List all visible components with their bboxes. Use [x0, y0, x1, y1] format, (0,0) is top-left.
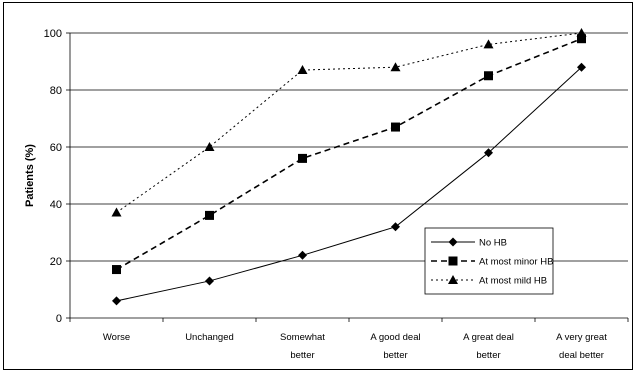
x-tick-label: Somewhat	[280, 332, 325, 343]
chart-frame	[3, 2, 633, 370]
data-point	[112, 296, 121, 306]
data-point	[205, 210, 214, 220]
data-point	[205, 276, 214, 286]
data-point	[483, 39, 494, 49]
x-tick-label: Worse	[103, 332, 130, 343]
y-tick-label: 20	[50, 256, 62, 268]
data-point	[298, 250, 307, 260]
legend-marker	[448, 275, 458, 284]
x-tick-label: Unchanged	[185, 332, 234, 343]
data-point	[484, 71, 493, 81]
series-line-3	[116, 32, 582, 213]
legend-entry: At most mild HB	[479, 276, 547, 287]
x-tick-label: better	[476, 350, 500, 361]
legend-marker	[448, 256, 458, 266]
data-point	[297, 65, 308, 75]
x-tick-label: A great deal	[463, 332, 514, 343]
data-point	[576, 28, 587, 37]
data-point	[484, 148, 493, 158]
legend-entry: At most minor HB	[479, 257, 553, 268]
data-point	[577, 34, 586, 44]
data-point	[391, 222, 400, 232]
data-point	[390, 62, 401, 72]
legend-marker	[448, 237, 458, 247]
x-tick-label: A good deal	[370, 332, 420, 343]
y-tick-label: 80	[50, 85, 62, 97]
x-tick-label: better	[290, 350, 314, 361]
x-tick-label: A very great	[556, 332, 607, 343]
y-axis-label: Patients (%)	[24, 144, 36, 207]
x-tick-label: deal better	[559, 350, 604, 361]
data-point	[298, 153, 307, 163]
data-point	[391, 122, 400, 132]
x-tick-label: better	[383, 350, 407, 361]
data-point	[577, 62, 586, 72]
data-point	[111, 207, 122, 217]
y-tick-label: 60	[50, 142, 62, 154]
data-point	[112, 265, 121, 275]
data-point	[204, 142, 215, 151]
y-tick-label: 100	[44, 28, 62, 40]
series-line-1	[116, 66, 582, 302]
y-tick-label: 40	[50, 199, 62, 211]
series-line-2	[116, 37, 582, 271]
legend-entry: No HB	[479, 238, 507, 249]
y-tick-label: 0	[56, 313, 62, 325]
